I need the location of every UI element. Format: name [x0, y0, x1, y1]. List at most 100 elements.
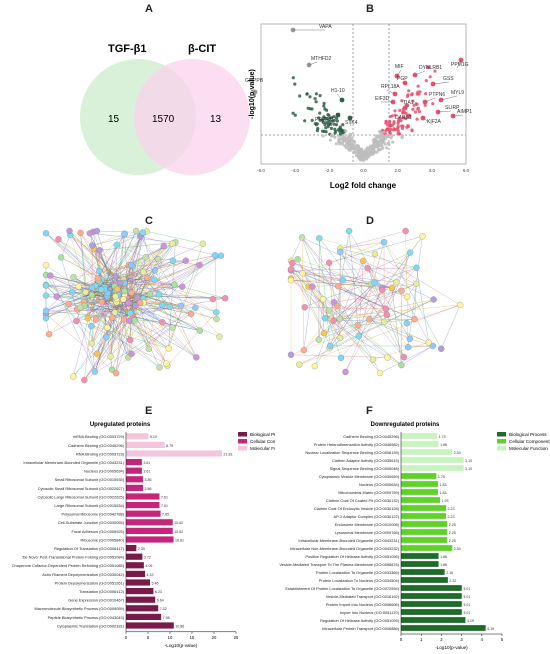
network-edge [322, 299, 388, 358]
bar-category-label: Clathrin Coat Of Coated Pit (GO:0030132) [326, 498, 400, 503]
volcano-point [346, 144, 350, 148]
bar-value-label: 3.01 [463, 611, 470, 615]
volcano-point [424, 79, 428, 83]
network-node [339, 276, 346, 284]
bar-category-label: Cell-Substrate Junction (GO:0030055) [58, 520, 125, 525]
bar-value-label: 3.01 [463, 587, 470, 591]
bar-category-label: Cadherin Binding (GO:0045296) [68, 443, 125, 448]
bar-value-label: 1.86 [440, 443, 447, 447]
network-node [404, 344, 412, 351]
network-node [171, 281, 178, 288]
network-node [187, 310, 195, 318]
network-node [117, 279, 124, 287]
bar-value-label: 2.35 [138, 547, 145, 551]
bar-category-label: 'De Novo' Post-Translational Protein Fol… [22, 555, 125, 560]
network-node [337, 354, 345, 362]
volcano-gene-label: DYNLRB1 [419, 65, 442, 71]
network-node [369, 356, 377, 363]
volcano-point [433, 69, 437, 73]
volcano-point [338, 132, 343, 136]
network-node [383, 311, 390, 318]
bar-category-label: mRNA Binding (GO:0003729) [73, 434, 125, 439]
bar-category-label: Intracellular Membrane-Bounded Organelle… [298, 538, 399, 543]
bar-value-label: 6.23 [155, 590, 162, 594]
volcano-point [356, 150, 360, 154]
network-edge [45, 233, 135, 321]
volcano-point [398, 108, 402, 112]
network-node [146, 290, 154, 298]
volcano-point [323, 107, 327, 111]
network-edge [80, 232, 96, 372]
volcano-point [375, 145, 380, 149]
network-edge [58, 239, 100, 272]
volcano-gene-label: MTHFD2 [311, 56, 331, 62]
network-node [120, 296, 127, 303]
network-edge [77, 309, 160, 368]
bar [401, 489, 438, 495]
network-edge [383, 242, 442, 349]
volcano-point [314, 100, 318, 104]
bar [126, 579, 151, 586]
legend-label: Cellular Component [250, 439, 275, 444]
legend-swatch [497, 446, 506, 451]
volcano-point [372, 151, 376, 155]
volcano-point [322, 129, 326, 133]
bar [401, 561, 439, 567]
volcano-gene-label: RPL18A [381, 84, 400, 90]
bar-category-label: Chaperone Cofactor-Dependent Protein Ref… [12, 563, 125, 568]
network-edge [299, 299, 434, 365]
volcano-point [318, 111, 322, 115]
network-node [70, 373, 77, 380]
bar-category-label: Intracellular Protein Transport (GO:0006… [322, 626, 400, 631]
network-node [159, 319, 166, 326]
bar-xtick-label: 3 [460, 637, 463, 642]
bar-category-label: Regulation Of Helicase Activity (GO:0051… [320, 618, 400, 623]
volcano-point [400, 99, 404, 103]
volcano-point [411, 99, 415, 103]
bar [401, 473, 437, 479]
network-edge [333, 290, 402, 303]
venn-count-overlap: 1570 [152, 114, 175, 125]
network-node [179, 283, 186, 290]
bar [126, 588, 154, 595]
volcano-labeled-point [402, 80, 408, 86]
network-node [93, 350, 101, 357]
volcano-point [310, 107, 314, 111]
network-edge [80, 305, 136, 308]
network-node [159, 302, 166, 309]
volcano-point [371, 146, 375, 150]
network-node [330, 317, 337, 325]
volcano-xtick-label: 2.0 [395, 168, 402, 173]
network-node [42, 292, 50, 299]
bar-value-label: 2.16 [446, 571, 453, 575]
network-node [398, 287, 405, 294]
network-edge [416, 267, 429, 343]
network-node [128, 350, 135, 357]
bar-value-label: 3.61 [143, 461, 150, 465]
network-node [213, 315, 220, 323]
volcano-point [365, 151, 369, 155]
network-node [144, 274, 151, 281]
network-edge [84, 320, 130, 381]
network-node [287, 351, 295, 358]
bar-category-label: Cadherin Binding (GO:0045296) [343, 434, 400, 439]
network-edge [363, 260, 410, 339]
network-node [406, 335, 413, 342]
volcano-plot: VAPA MTHFD2 GMPPB H1-10 PRPF31 STK4 MIF DYNLRB1… [245, 23, 472, 190]
bar-category-label: Protein Localization To Organelle (GO:00… [316, 570, 400, 575]
network-node [107, 353, 114, 360]
volcano-point [339, 128, 343, 132]
network-node [309, 283, 316, 290]
bar [126, 493, 160, 500]
network-node [169, 257, 177, 264]
network-edge [45, 284, 115, 313]
panel-label-d: D [366, 215, 374, 227]
network-node [371, 279, 378, 286]
bar [401, 625, 486, 631]
network-node [165, 345, 172, 352]
volcano-point [364, 157, 368, 161]
network-node [66, 227, 73, 235]
volcano-gene-label: SLIRP [445, 105, 460, 111]
bar [401, 481, 438, 487]
bar-category-label: Focal Adhesion (GO:0005925) [71, 529, 124, 534]
